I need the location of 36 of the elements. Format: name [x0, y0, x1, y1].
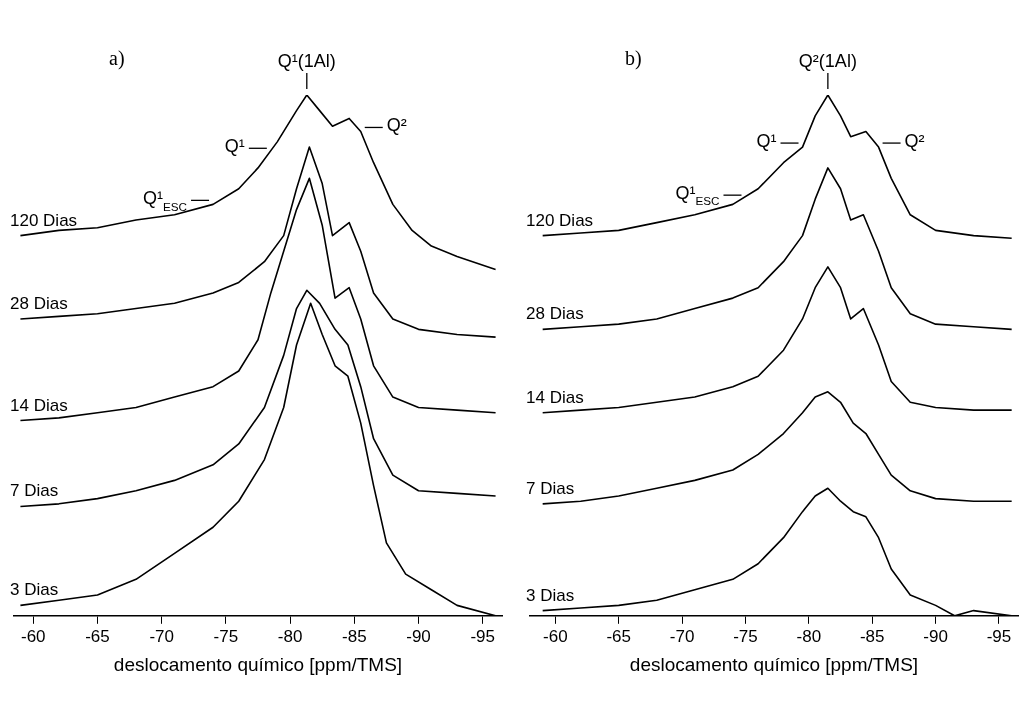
- x-tick-label: -85: [342, 626, 367, 646]
- x-tick-label: -65: [85, 626, 110, 646]
- text: b): [625, 47, 642, 70]
- series-label: 7 Dias: [526, 478, 575, 498]
- x-tick-label: -60: [20, 626, 46, 646]
- x-axis-title: deslocamento químico [ppm/TMS]: [629, 653, 919, 675]
- x-tick-label: -70: [669, 626, 695, 646]
- x-tick-label: -95: [986, 626, 1012, 646]
- text: a): [109, 47, 125, 70]
- series-label: 3 Dias: [526, 585, 575, 605]
- series-label: 3 Dias: [10, 580, 59, 600]
- x-tick-label: -90: [923, 626, 948, 646]
- x-tick-label: -80: [277, 626, 303, 646]
- annotation: Q²(1Al): [798, 51, 857, 71]
- annotation: Q¹: [756, 131, 777, 152]
- series-label: 120 Dias: [526, 210, 594, 230]
- x-tick-label: -85: [859, 626, 885, 646]
- annotation: Q²: [904, 131, 925, 152]
- x-tick-label: -65: [606, 626, 632, 646]
- series-label: 28 Dias: [526, 304, 584, 324]
- annotation: Q¹: [224, 136, 245, 157]
- x-tick-label: -75: [213, 626, 239, 646]
- series-label: 14 Dias: [10, 395, 68, 415]
- x-tick-label: -80: [796, 626, 822, 646]
- series-label: 14 Dias: [526, 387, 584, 407]
- x-tick-label: -95: [470, 626, 496, 646]
- x-tick-label: -60: [543, 626, 568, 646]
- annotation: Q¹(1Al): [277, 51, 336, 71]
- x-tick-label: -75: [733, 626, 758, 646]
- series-label: 28 Dias: [10, 293, 68, 313]
- series-label: 7 Dias: [10, 481, 59, 501]
- annotation: Q²: [386, 115, 407, 136]
- x-tick-label: -90: [406, 626, 431, 646]
- x-tick-label: -70: [149, 626, 174, 646]
- series-label: 120 Dias: [10, 210, 78, 230]
- x-axis-title: deslocamento químico [ppm/TMS]: [113, 653, 403, 675]
